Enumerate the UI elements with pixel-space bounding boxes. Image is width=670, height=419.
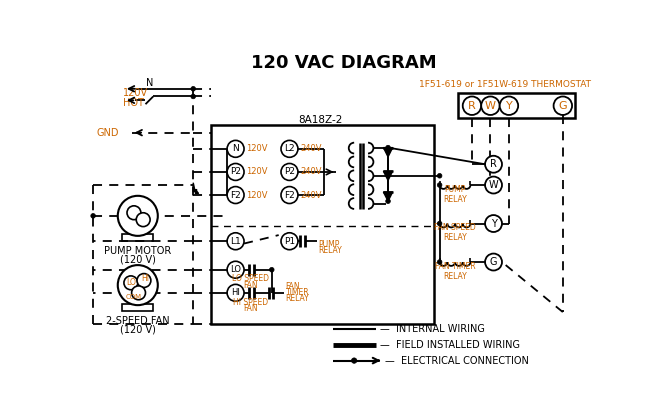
Circle shape xyxy=(386,199,391,204)
Text: 1F51-619 or 1F51W-619 THERMOSTAT: 1F51-619 or 1F51W-619 THERMOSTAT xyxy=(419,80,591,89)
Text: P2: P2 xyxy=(230,168,241,176)
Text: FAN: FAN xyxy=(285,282,300,291)
Circle shape xyxy=(118,196,158,236)
Text: L1: L1 xyxy=(230,237,241,246)
Text: (120 V): (120 V) xyxy=(120,324,155,334)
Circle shape xyxy=(137,274,151,287)
Text: R: R xyxy=(468,101,476,111)
Circle shape xyxy=(438,183,442,187)
Circle shape xyxy=(131,286,145,300)
Circle shape xyxy=(281,186,298,204)
Bar xyxy=(123,304,153,310)
Text: HI SPEED: HI SPEED xyxy=(233,297,269,307)
Circle shape xyxy=(485,176,502,194)
Polygon shape xyxy=(383,147,393,157)
Text: HI: HI xyxy=(231,288,240,297)
Circle shape xyxy=(136,213,150,227)
Circle shape xyxy=(191,86,196,91)
Polygon shape xyxy=(193,183,198,194)
Text: PUMP MOTOR: PUMP MOTOR xyxy=(104,246,172,256)
Circle shape xyxy=(127,206,141,220)
Circle shape xyxy=(91,214,95,218)
Text: PUMP
RELAY: PUMP RELAY xyxy=(443,185,467,204)
Text: F2: F2 xyxy=(230,191,241,199)
Text: 240V: 240V xyxy=(300,144,322,153)
Circle shape xyxy=(438,173,442,178)
Text: 240V: 240V xyxy=(300,168,322,176)
Circle shape xyxy=(281,163,298,181)
Text: —  FIELD INSTALLED WIRING: — FIELD INSTALLED WIRING xyxy=(380,340,519,350)
Text: 2-SPEED FAN: 2-SPEED FAN xyxy=(106,316,170,326)
Text: 240V: 240V xyxy=(300,191,322,199)
Text: Y: Y xyxy=(490,219,496,228)
Text: 120V: 120V xyxy=(123,88,148,98)
Text: N: N xyxy=(232,144,239,153)
Bar xyxy=(123,234,153,241)
Circle shape xyxy=(191,94,196,99)
Text: W: W xyxy=(485,101,496,111)
Text: L2: L2 xyxy=(284,144,295,153)
Text: FAN TIMER
RELAY: FAN TIMER RELAY xyxy=(435,261,475,281)
Circle shape xyxy=(281,233,298,250)
Text: 120V: 120V xyxy=(247,144,268,153)
Circle shape xyxy=(481,96,500,115)
Text: 120V: 120V xyxy=(247,168,268,176)
Text: G: G xyxy=(559,101,567,111)
Text: P2: P2 xyxy=(284,168,295,176)
Circle shape xyxy=(485,253,502,271)
Text: (120 V): (120 V) xyxy=(120,255,155,265)
Text: —  INTERNAL WIRING: — INTERNAL WIRING xyxy=(380,324,484,334)
Bar xyxy=(458,93,575,118)
Circle shape xyxy=(269,267,274,272)
Circle shape xyxy=(463,96,481,115)
Text: Y: Y xyxy=(506,101,513,111)
Text: 120 VAC DIAGRAM: 120 VAC DIAGRAM xyxy=(251,54,436,72)
Polygon shape xyxy=(383,171,393,181)
Circle shape xyxy=(386,145,391,150)
Circle shape xyxy=(227,233,244,250)
Text: W: W xyxy=(488,180,498,190)
Text: —  ELECTRICAL CONNECTION: — ELECTRICAL CONNECTION xyxy=(385,356,529,366)
Text: LO: LO xyxy=(230,265,241,274)
Text: 8A18Z-2: 8A18Z-2 xyxy=(298,114,342,124)
Text: PUMP: PUMP xyxy=(319,240,340,249)
Circle shape xyxy=(227,163,244,181)
Circle shape xyxy=(227,261,244,278)
Text: COM: COM xyxy=(125,295,141,300)
Text: RELAY: RELAY xyxy=(285,295,310,303)
Circle shape xyxy=(553,96,572,115)
Text: FAN: FAN xyxy=(244,304,259,313)
Text: N: N xyxy=(145,78,153,88)
Text: HOT: HOT xyxy=(123,98,144,109)
Circle shape xyxy=(227,285,244,301)
Circle shape xyxy=(281,140,298,157)
Circle shape xyxy=(124,276,138,290)
Text: FAN SPEED
RELAY: FAN SPEED RELAY xyxy=(434,223,476,243)
Text: LO SPEED: LO SPEED xyxy=(232,274,269,284)
Polygon shape xyxy=(383,192,393,201)
Circle shape xyxy=(485,156,502,173)
Text: 120V: 120V xyxy=(247,191,268,199)
Circle shape xyxy=(118,265,158,305)
Circle shape xyxy=(438,260,442,264)
Circle shape xyxy=(352,358,357,363)
Text: RELAY: RELAY xyxy=(319,246,342,255)
Text: HI: HI xyxy=(141,274,149,284)
Circle shape xyxy=(438,221,442,226)
Circle shape xyxy=(485,215,502,232)
Bar xyxy=(211,125,434,323)
Circle shape xyxy=(500,96,518,115)
Text: FAN: FAN xyxy=(244,281,259,290)
Text: P1: P1 xyxy=(284,237,295,246)
Text: G: G xyxy=(490,257,497,267)
Text: R: R xyxy=(490,159,497,169)
Text: F2: F2 xyxy=(284,191,295,199)
Text: LO: LO xyxy=(126,278,136,287)
Text: GND: GND xyxy=(97,128,119,138)
Circle shape xyxy=(227,140,244,157)
Text: TIMER: TIMER xyxy=(285,288,310,297)
Circle shape xyxy=(227,186,244,204)
